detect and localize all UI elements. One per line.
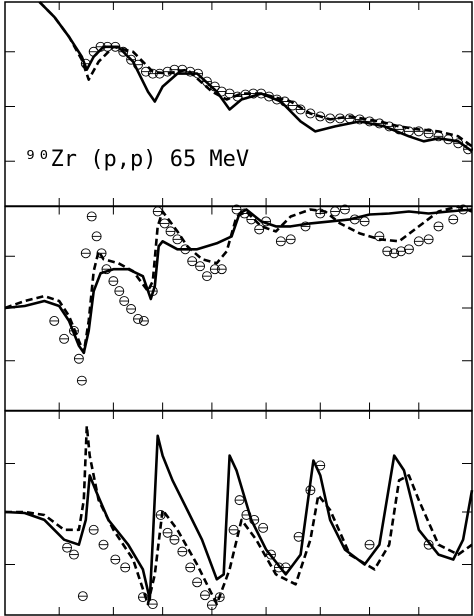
curve-dashed <box>38 1 473 148</box>
annotation: ⁹⁰Zr (p,p) 65 MeV <box>24 147 249 172</box>
panel-frame <box>4 410 473 616</box>
panel-frame <box>4 1 473 207</box>
panel-frame <box>4 205 473 412</box>
curve-dashed <box>4 205 473 355</box>
curve-solid <box>4 434 474 601</box>
curve-dashed <box>5 424 473 606</box>
